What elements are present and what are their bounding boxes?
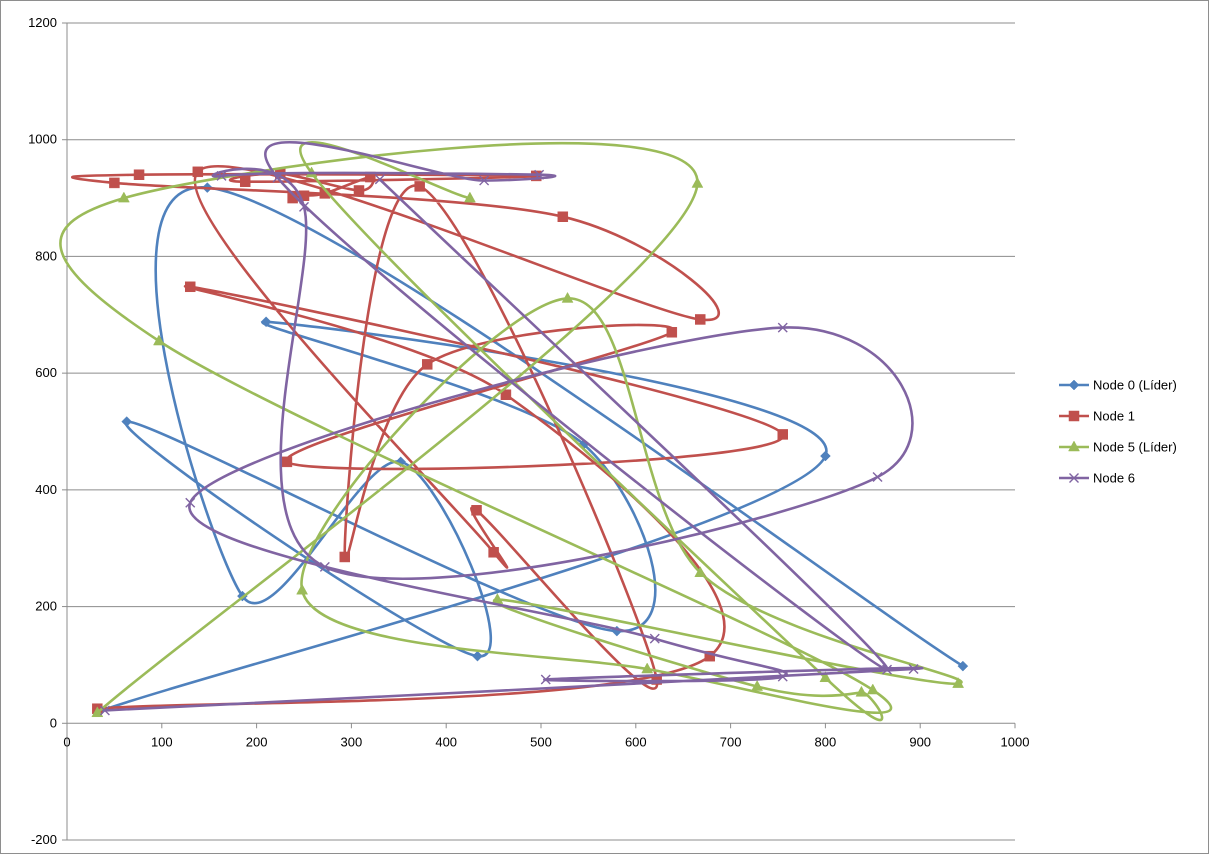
- series-2: [59, 141, 965, 722]
- y-tick-label: -200: [31, 832, 57, 847]
- legend-label: Node 5 (Líder): [1093, 440, 1177, 455]
- x-tick-label: 300: [341, 734, 363, 749]
- data-point: [479, 175, 490, 186]
- series-line: [71, 165, 785, 710]
- data-point: [819, 671, 832, 683]
- data-point: [339, 551, 351, 563]
- x-tick-label: 500: [530, 734, 552, 749]
- x-tick-label: 100: [151, 734, 173, 749]
- legend-label: Node 0 (Líder): [1093, 378, 1177, 393]
- data-point: [540, 674, 551, 685]
- data-point: [296, 583, 309, 595]
- data-point: [185, 497, 196, 508]
- y-tick-label: 400: [35, 482, 57, 497]
- data-point: [855, 685, 868, 697]
- data-point: [99, 705, 110, 716]
- y-tick-label: 0: [50, 715, 57, 730]
- gridlines: [67, 22, 1015, 841]
- data-point: [421, 359, 433, 370]
- data-point: [751, 680, 764, 691]
- x-tick-label: 800: [815, 734, 837, 749]
- x-tick-label: 700: [720, 734, 742, 749]
- data-point: [534, 169, 545, 180]
- data-point: [153, 334, 165, 346]
- data-point: [471, 505, 482, 516]
- data-point: [463, 191, 476, 203]
- y-tick-label: 800: [35, 248, 57, 263]
- data-point: [192, 166, 204, 178]
- data-point: [319, 561, 330, 572]
- data-point: [472, 650, 483, 662]
- y-tick-label: 1200: [28, 15, 57, 30]
- y-tick-label: 1000: [28, 132, 57, 147]
- data-point: [374, 174, 385, 185]
- legend-label: Node 6: [1093, 471, 1135, 486]
- x-tick-label: 600: [625, 734, 647, 749]
- legend-marker: [1068, 440, 1080, 452]
- data-point: [641, 662, 654, 674]
- data-point: [561, 291, 574, 303]
- data-point: [121, 416, 133, 427]
- x-tick-label: 1000: [1001, 734, 1030, 749]
- legend-label: Node 1: [1093, 409, 1135, 424]
- data-point: [414, 181, 425, 192]
- series-1: [71, 165, 788, 714]
- data-point: [117, 191, 130, 203]
- data-point: [691, 176, 704, 188]
- data-point: [908, 664, 919, 675]
- data-point: [216, 170, 227, 181]
- data-point: [866, 683, 879, 695]
- data-point: [260, 316, 272, 328]
- data-point: [184, 281, 196, 293]
- data-point: [777, 671, 788, 682]
- data-point: [666, 327, 678, 338]
- legend-item: Node 1: [1059, 409, 1135, 424]
- data-point: [820, 450, 831, 462]
- legend-item: Node 6: [1059, 471, 1135, 486]
- data-point: [872, 472, 883, 483]
- data-point: [704, 650, 715, 662]
- data-point: [500, 389, 512, 400]
- legend-item: Node 0 (Líder): [1059, 378, 1177, 393]
- data-point: [488, 547, 499, 558]
- data-point: [952, 677, 965, 688]
- data-point: [695, 314, 706, 325]
- legend-item: Node 5 (Líder): [1059, 440, 1177, 455]
- data-point: [133, 169, 145, 180]
- data-point: [239, 176, 251, 187]
- data-point: [299, 201, 309, 212]
- axes: -200 0 200 400 600 800 1000 1200 0 100 200 300 400 50…: [28, 15, 1029, 847]
- data-point: [777, 322, 788, 333]
- data-point: [957, 660, 969, 672]
- data-point: [281, 456, 293, 468]
- data-point: [353, 185, 365, 196]
- series-line: [59, 141, 963, 722]
- legend-marker: [1068, 410, 1080, 422]
- x-tick-label: 0: [63, 734, 70, 749]
- y-tick-label: 600: [35, 365, 57, 380]
- data-point: [557, 211, 569, 222]
- series-line: [97, 186, 965, 713]
- data-point: [649, 633, 660, 644]
- data-point: [777, 429, 788, 440]
- x-tick-label: 900: [909, 734, 931, 749]
- data-point: [882, 664, 893, 675]
- y-tick-label: 200: [35, 599, 57, 614]
- data-point: [272, 172, 283, 183]
- data-point: [91, 706, 104, 718]
- data-point: [109, 177, 120, 189]
- legend: Node 0 (Líder) Node 1 Node 5 (Líder) Node 6: [1059, 378, 1177, 486]
- series-3: [99, 141, 924, 716]
- legend-marker: [1069, 473, 1079, 483]
- legend-marker: [1068, 379, 1080, 391]
- x-tick-label: 400: [435, 734, 457, 749]
- x-tick-label: 200: [246, 734, 268, 749]
- series-group: [59, 141, 969, 722]
- data-point: [694, 566, 707, 577]
